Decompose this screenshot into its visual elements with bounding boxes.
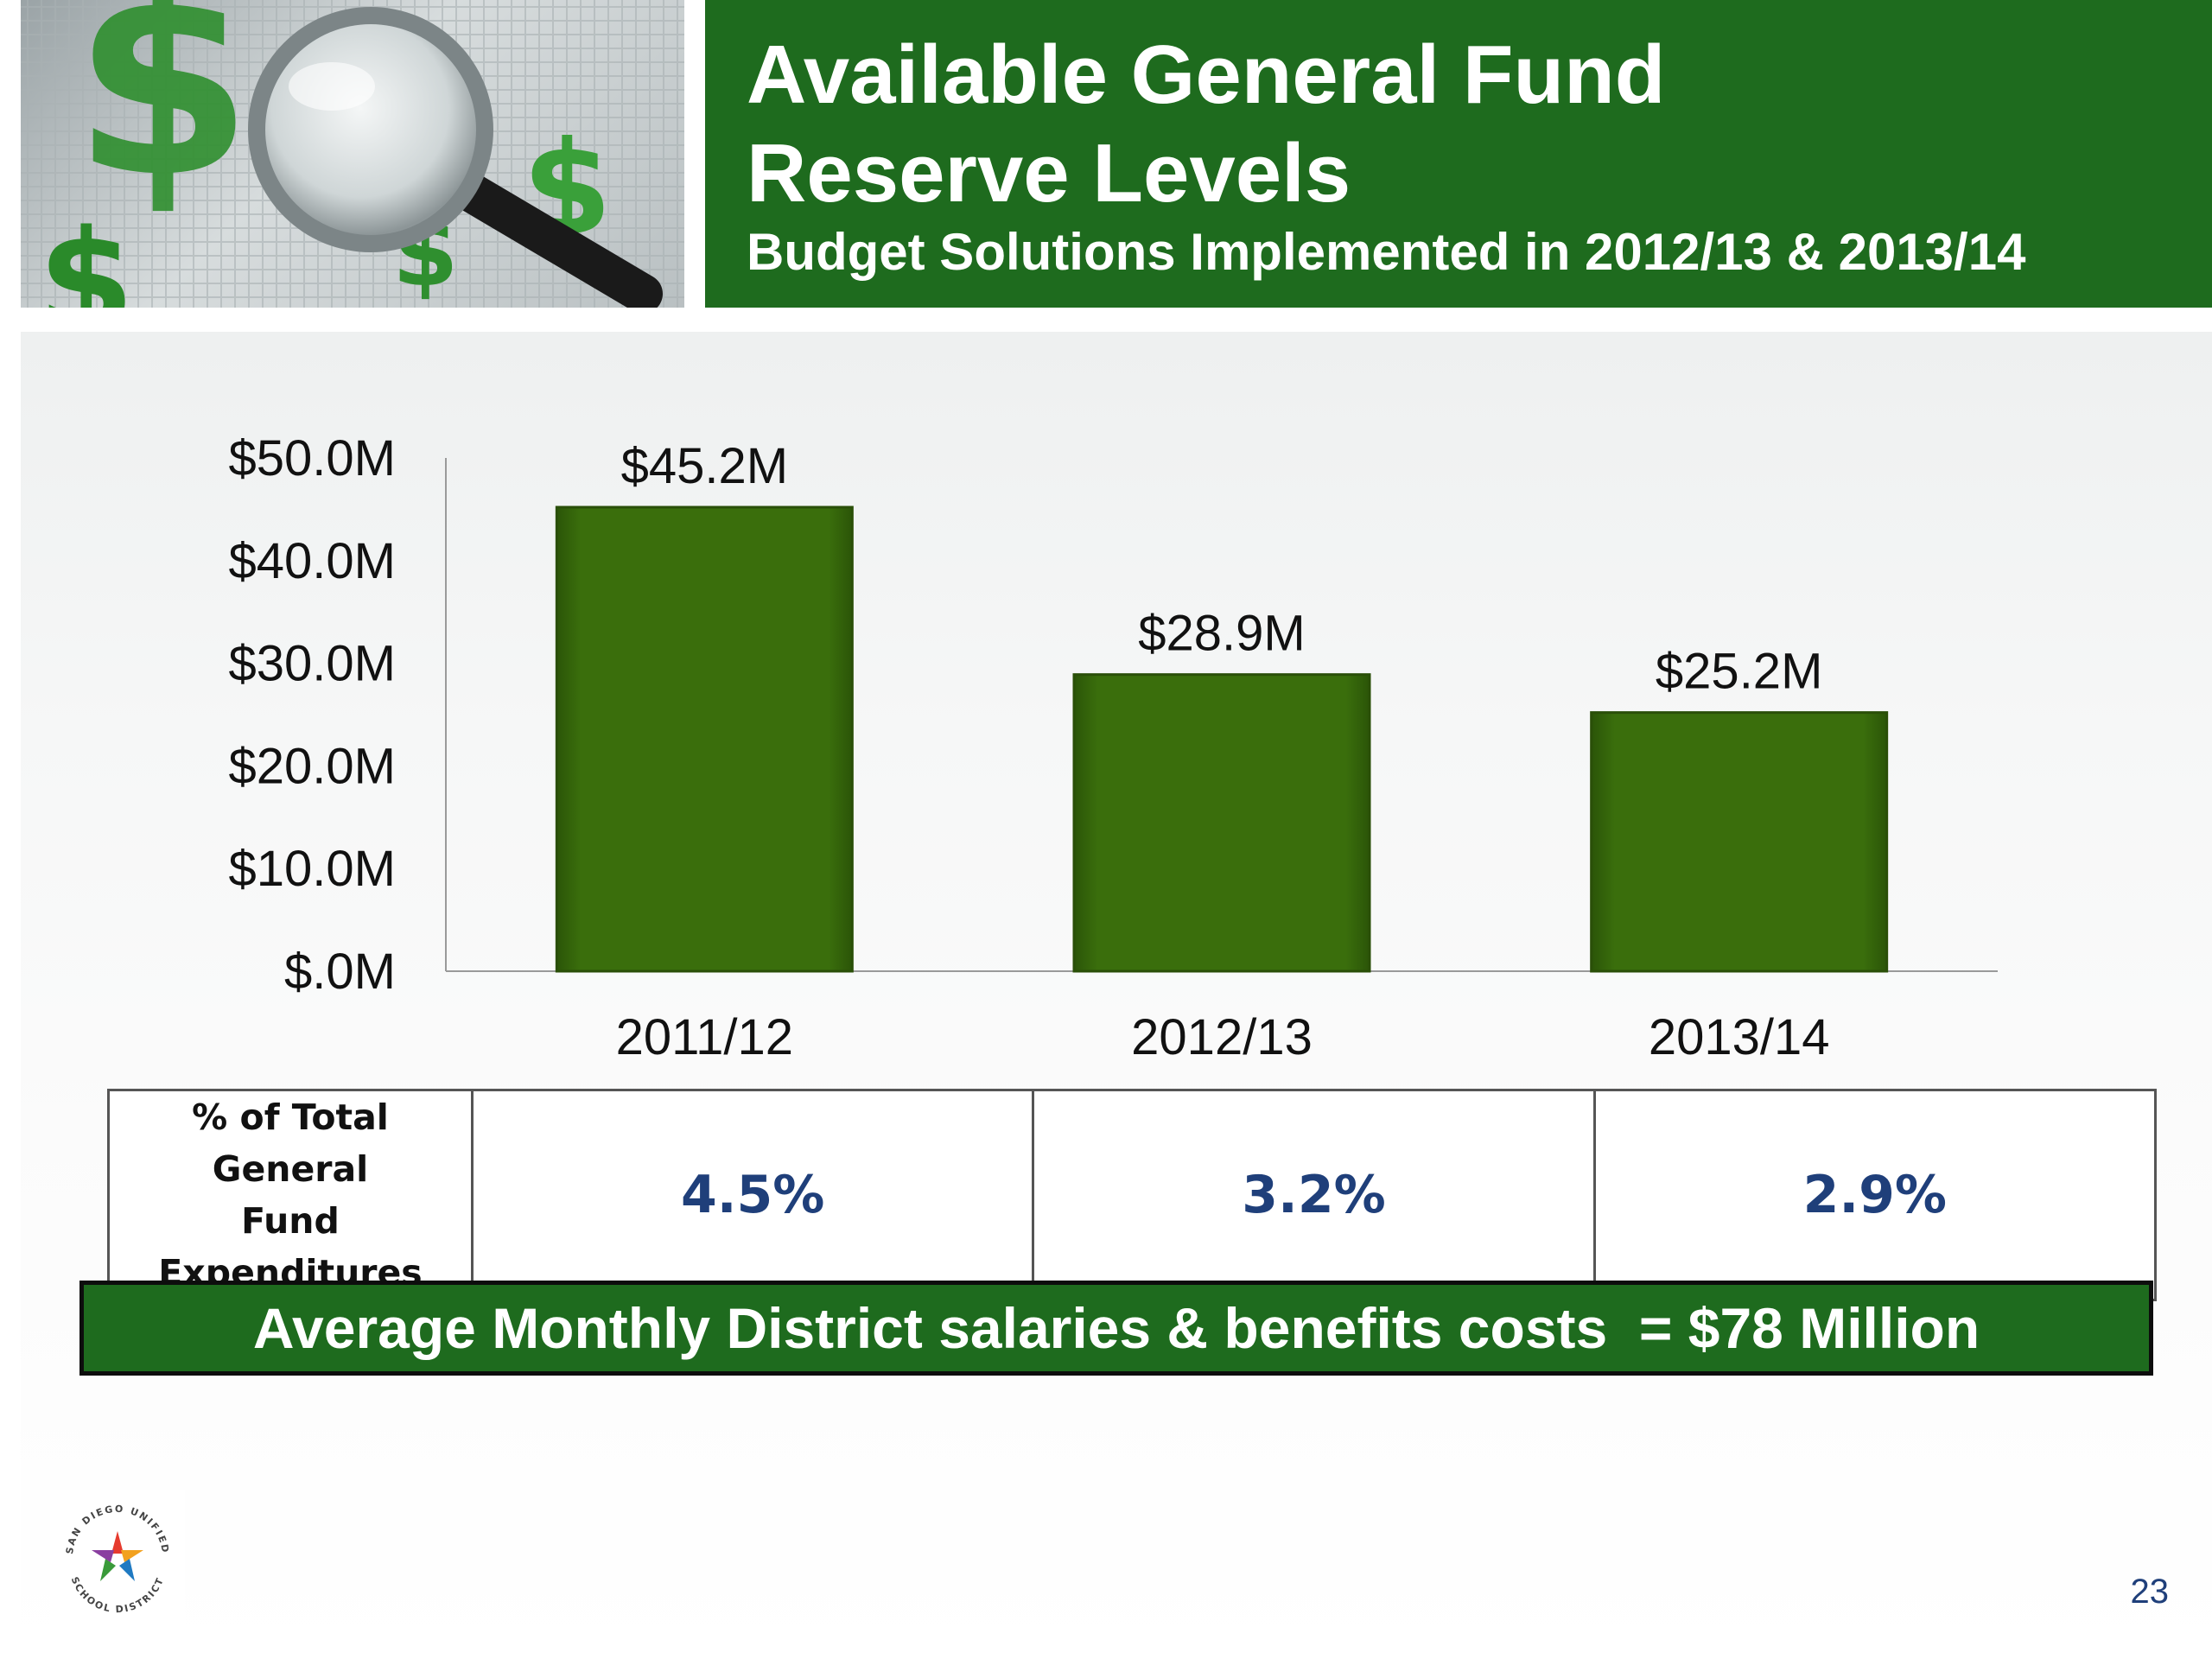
y-tick-label: $20.0M <box>229 738 396 794</box>
bar-data-label: $28.9M <box>1138 606 1305 662</box>
bar <box>1072 673 1371 973</box>
x-tick-label: 2012/13 <box>1131 1009 1313 1065</box>
bar <box>555 505 854 973</box>
reserve-levels-bar-chart: $.0M $10.0M $20.0M $30.0M $40.0M $50.0M $45.2M… <box>229 430 1998 1065</box>
slide-subtitle: Budget Solutions Implemented in 2012/13 … <box>747 223 2026 281</box>
svg-text:$: $ <box>38 200 134 308</box>
pct-value-2013-14: 2.9% <box>1592 1089 2158 1301</box>
bar <box>1590 711 1889 973</box>
svg-text:$: $ <box>73 0 253 234</box>
header-band <box>705 0 2212 308</box>
y-tick-label: $10.0M <box>229 841 396 897</box>
y-tick-label: $40.0M <box>229 533 396 589</box>
pct-row-label: % of Total General Fund Expenditures <box>107 1089 474 1301</box>
x-tick-label: 2011/12 <box>616 1009 793 1065</box>
table-row: % of Total General Fund Expenditures 4.5… <box>107 1089 2158 1301</box>
pct-value-2011-12: 4.5% <box>470 1089 1035 1301</box>
salary-cost-banner: Average Monthly District salaries & bene… <box>79 1281 2153 1376</box>
expenditure-percentage-table: % of Total General Fund Expenditures 4.5… <box>107 1089 2158 1301</box>
pct-value-2012-13: 3.2% <box>1032 1089 1596 1301</box>
x-tick-label: 2013/14 <box>1649 1009 1830 1065</box>
y-tick-label: $.0M <box>284 944 396 1000</box>
header-image-dollar-magnifier: $ $ $ $ <box>21 0 684 308</box>
bar-data-label: $25.2M <box>1656 644 1822 700</box>
bar-data-label: $45.2M <box>621 438 788 494</box>
y-tick-label: $50.0M <box>229 430 396 486</box>
district-logo: SAN DIEGO UNIFIED SCHOOL DISTRICT <box>50 1490 185 1624</box>
y-tick-label: $30.0M <box>229 636 396 692</box>
slide-title: Available General Fund Reserve Levels <box>747 29 1666 219</box>
slide-background <box>21 332 2212 1659</box>
page-number: 23 <box>2130 1573 2170 1611</box>
